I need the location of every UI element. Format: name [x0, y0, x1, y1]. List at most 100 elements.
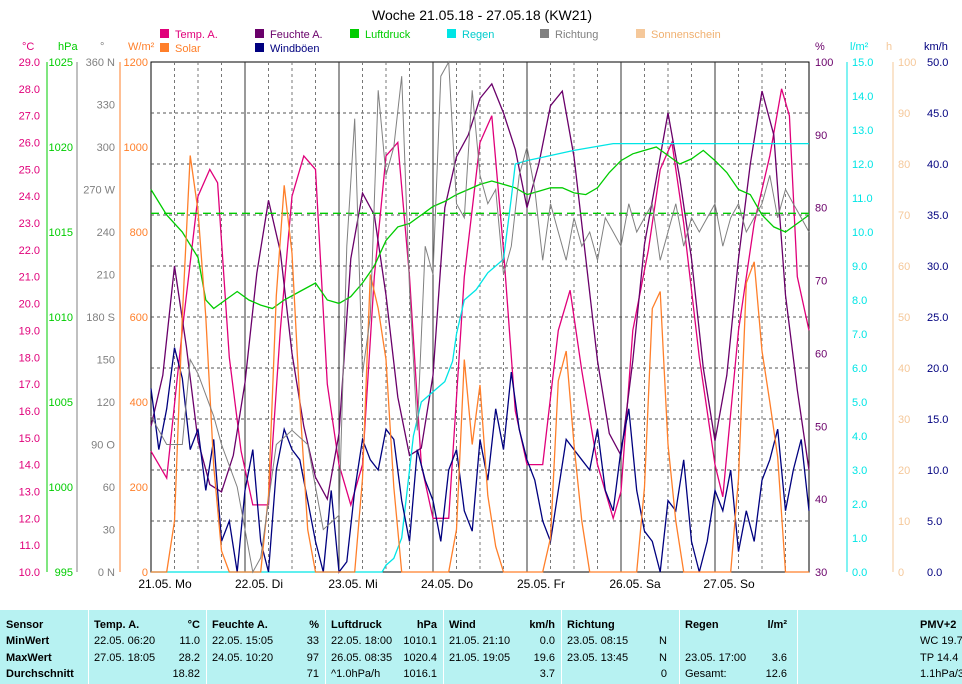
pressure-trend: ^1.0hPa/h	[331, 668, 381, 680]
wind-max-time: 21.05. 19:05	[449, 652, 511, 664]
solar-tick-label: 200	[130, 482, 148, 494]
sun-tick-label: 20	[898, 465, 910, 477]
solar-tick-label: 800	[130, 227, 148, 239]
pressure-tick-label: 1010	[49, 312, 73, 324]
divider	[88, 610, 89, 684]
temp-tick-label: 17.0	[19, 379, 40, 391]
legend-label: Solar	[175, 43, 201, 55]
wind-max: 19.6	[533, 652, 555, 664]
temp-min-time: 22.05. 06:20	[94, 635, 156, 647]
legend-label: Windböen	[270, 43, 320, 55]
temp-tick-label: 12.0	[19, 513, 40, 525]
day-tick-label: 23.05. Mi	[328, 577, 377, 591]
row-label-sensor: Sensor	[6, 619, 44, 631]
direction-tick-label: 60	[103, 482, 115, 494]
humidity-tick-label: 100	[815, 57, 833, 69]
temp-tick-label: 13.0	[19, 486, 40, 498]
wind-tick-label: 5.0	[927, 516, 942, 528]
rain-total: 12.6	[765, 668, 787, 680]
direction-max-time: 23.05. 13:45	[567, 652, 629, 664]
stats-temp: Temp. A. °C 22.05. 06:20 11.0 27.05. 18:…	[88, 610, 206, 684]
stats-panel: Sensor MinWert MaxWert Durchschnitt Temp…	[0, 610, 962, 684]
wind-tick-label: 40.0	[927, 159, 948, 171]
axes: 29.0 28.0 27.0 26.0 25.0 24.0 23.0 22.0 21.0 20.0…	[19, 41, 949, 591]
humidity-header: Feuchte A.	[212, 619, 268, 631]
axis-unit-label: %	[815, 41, 825, 53]
sun-tick-label: 90	[898, 108, 910, 120]
pressure-tick-label: 1025	[49, 57, 73, 69]
temp-tick-label: 22.0	[19, 245, 40, 257]
axis-unit-label: h	[886, 41, 892, 53]
row-label-avg: Durchschnitt	[6, 668, 74, 680]
temp-tick-label: 28.0	[19, 84, 40, 96]
humidity-tick-label: 90	[815, 130, 827, 142]
humidity-tick-label: 30	[815, 567, 827, 579]
axis-unit-label: °C	[22, 41, 34, 53]
legend-swatch	[540, 29, 549, 38]
direction-header: Richtung	[567, 619, 615, 631]
pressure-max: 1020.4	[403, 652, 437, 664]
temp-tick-label: 23.0	[19, 218, 40, 230]
humidity-tick-label: 70	[815, 276, 827, 288]
divider	[679, 610, 680, 684]
axis-unit-label: km/h	[924, 41, 948, 53]
series-group	[150, 60, 810, 574]
temp-tick-label: 20.0	[19, 299, 40, 311]
direction-avg: 0	[660, 668, 667, 680]
wind-tick-label: 25.0	[927, 312, 948, 324]
wind-unit: km/h	[529, 619, 555, 631]
direction-tick-label: 240	[97, 227, 115, 239]
day-tick-label: 25.05. Fr	[517, 577, 565, 591]
axis-unit-label: °	[100, 41, 104, 53]
rain-tick-label: 4.0	[852, 431, 867, 443]
rain-tick-label: 6.0	[852, 363, 867, 375]
rain-tick-label: 14.0	[852, 91, 873, 103]
stats-humidity: Feuchte A. % 22.05. 15:05 33 24.05. 10:2…	[206, 610, 325, 684]
temp-tick-label: 24.0	[19, 191, 40, 203]
rain-tick-label: 9.0	[852, 261, 867, 273]
pmv-header: PMV+2	[920, 619, 957, 631]
legend-swatch	[447, 29, 456, 38]
rain-tick-label: 8.0	[852, 295, 867, 307]
pressure-tick-label: 1015	[49, 227, 73, 239]
divider	[797, 610, 798, 684]
row-labels: Sensor MinWert MaxWert Durchschnitt	[0, 610, 88, 684]
temp-tick-label: 16.0	[19, 406, 40, 418]
temp-tick-label: 21.0	[19, 272, 40, 284]
series-line	[150, 60, 810, 574]
solar-tick-label: 1200	[124, 57, 148, 69]
direction-tick-label: 330	[97, 100, 115, 112]
stats-pressure: Luftdruck hPa 22.05. 18:00 1010.1 26.05.…	[325, 610, 443, 684]
sun-tick-label: 100	[898, 57, 916, 69]
humidity-tick-label: 80	[815, 203, 827, 215]
pressure-avg: 1016.1	[403, 668, 437, 680]
pressure-tick-label: 1005	[49, 397, 73, 409]
wind-tick-label: 45.0	[927, 108, 948, 120]
legend-label: Luftdruck	[365, 29, 411, 41]
direction-tick-label: 0 N	[98, 567, 115, 579]
solar-tick-label: 600	[130, 312, 148, 324]
rain-max: 3.6	[771, 652, 787, 664]
divider	[206, 610, 207, 684]
temp-unit: °C	[187, 619, 200, 631]
wind-avg: 3.7	[539, 668, 555, 680]
humidity-avg: 71	[306, 668, 319, 680]
legend-label: Feuchte A.	[270, 29, 323, 41]
sun-tick-label: 30	[898, 414, 910, 426]
direction-tick-label: 360 N	[86, 57, 115, 69]
legend-swatch	[350, 29, 359, 38]
sun-tick-label: 50	[898, 312, 910, 324]
temp-tick-label: 29.0	[19, 57, 40, 69]
temp-min: 11.0	[179, 635, 200, 647]
wind-min: 0.0	[539, 635, 555, 647]
divider	[443, 610, 444, 684]
wind-tick-label: 0.0	[927, 567, 942, 579]
axis-unit-label: W/m²	[128, 41, 155, 53]
pressure-max-time: 26.05. 08:35	[331, 652, 393, 664]
rain-tick-label: 15.0	[852, 57, 873, 69]
sun-tick-label: 0	[898, 567, 904, 579]
pmv-tp: TP 14.4	[920, 652, 959, 664]
direction-tick-label: 210	[97, 270, 115, 282]
legend-label: Temp. A.	[175, 29, 218, 41]
row-label-max: MaxWert	[6, 652, 52, 664]
